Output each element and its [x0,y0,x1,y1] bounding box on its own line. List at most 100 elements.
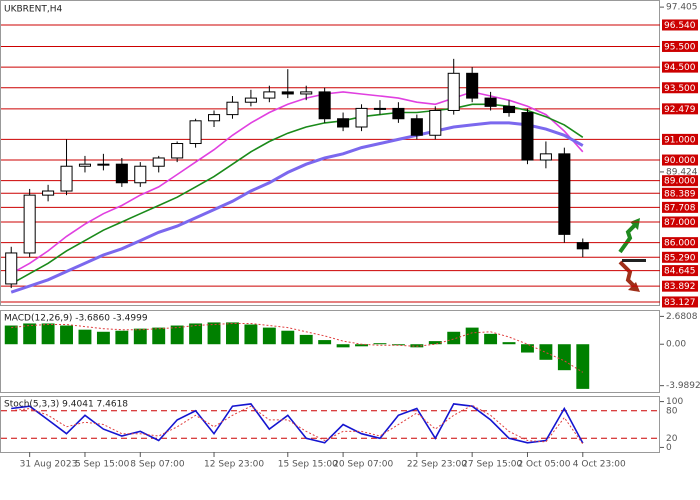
histogram-bar [484,333,498,345]
level-label-box [662,103,698,115]
histogram-bar [318,340,332,345]
level-label-box [662,61,698,73]
series-line [11,323,584,373]
candle-body [208,114,221,122]
candle-body [5,252,18,285]
histogram-bar [336,344,350,348]
histogram-bar [60,325,73,345]
level-label: 95.500 [664,42,696,52]
candle-body [281,91,294,95]
level-label-box [662,133,698,145]
histogram-bar [115,330,129,345]
x-tick-label: 20 Sep 07:00 [333,460,393,470]
candle-body [60,165,73,192]
candle-body [23,194,36,254]
series-line [11,403,584,444]
histogram-bar [410,344,424,348]
level-label-box [662,280,698,292]
down-arrow [618,260,638,290]
y-tick-label: 0.00 [666,340,686,350]
histogram-bar [244,324,258,345]
stoch-panel [0,396,660,453]
histogram-bar [539,344,553,360]
histogram-bar [170,325,184,345]
candle-body [576,242,589,250]
histogram-bar [391,344,405,346]
candle-body [484,97,497,107]
candle-body [429,109,442,136]
histogram-bar [299,334,313,345]
histogram-bar [373,343,387,345]
candle-body [134,165,147,184]
candle-body [300,91,313,95]
level-label-box [662,154,698,166]
histogram-bar [557,344,571,371]
level-label-box [662,216,698,228]
chart-title: UKBRENT,H4 [4,5,62,15]
y-tick-label: 100 [666,397,683,407]
x-tick-label: 12 Sep 23:00 [204,460,264,470]
candle-body [152,157,165,167]
level-label: 93.500 [664,84,696,94]
direction-arrows [618,218,646,292]
level-label: 86.000 [664,239,696,249]
candle-body [373,107,386,110]
series-line [10,121,584,294]
candle-body [447,72,460,111]
y-tick-label: 89.424 [666,167,698,177]
y-tick-label: 97.405 [666,3,698,13]
macd-panel [0,310,660,393]
level-label-box [662,251,698,263]
histogram-bar [207,322,221,345]
x-tick-label: 4 Oct 23:00 [573,460,626,470]
x-tick-label: 8 Sep 07:00 [130,460,185,470]
level-label-box [662,175,698,187]
candle-body [226,101,239,116]
y-tick-label: 2.6808 [666,312,698,322]
level-label-box [662,40,698,52]
level-label-box [662,19,698,31]
level-label: 96.540 [664,21,696,31]
level-label-box [662,237,698,249]
price-marker [622,259,646,262]
level-label: 84.645 [664,267,696,277]
y-tick-label: -3.9892 [666,381,700,391]
candle-body [97,163,110,166]
candle-body [392,107,405,120]
level-label: 89.000 [664,177,696,187]
candle-body [558,153,571,235]
x-tick-label: 27 Sep 15:00 [462,460,522,470]
histogram-bar [78,329,92,345]
level-label-box [662,82,698,94]
histogram-bar [355,344,368,347]
level-label-box [662,187,698,199]
level-label: 83.127 [664,298,696,308]
candle-body [521,112,534,161]
level-label: 20 [666,434,678,444]
level-label: 87.000 [664,218,696,228]
candle-body [410,118,423,136]
histogram-bar [447,331,461,345]
histogram-bar [152,327,166,345]
series-line [10,91,584,275]
up-arrow [618,220,640,254]
level-label: 88.389 [664,189,696,199]
histogram-bar [281,330,295,345]
histogram-bar [189,323,203,345]
x-tick-label: 22 Sep 23:00 [407,460,467,470]
x-tick-label: 15 Sep 15:00 [278,460,338,470]
candle-body [355,107,368,128]
histogram-bar [226,322,239,345]
histogram-bar [576,344,590,389]
series-line [11,404,584,445]
level-label: 85.290 [664,253,696,263]
main-panel [0,0,660,306]
histogram-bar [262,327,276,345]
histogram-bar [96,331,110,345]
level-label-box [662,296,698,308]
level-label: 80 [666,406,678,416]
histogram-bar [133,328,147,345]
candle-body [337,118,350,128]
